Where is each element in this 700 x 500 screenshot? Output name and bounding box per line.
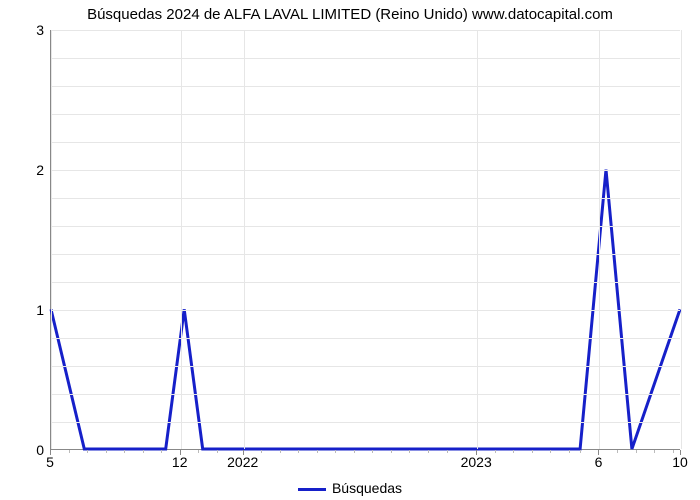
gridline-h-minor (51, 254, 680, 255)
x-tick-minor (673, 450, 674, 453)
x-tick-minor (532, 450, 533, 453)
x-tick-minor (124, 450, 125, 453)
x-tick-label: 2023 (461, 454, 492, 470)
x-tick-minor (217, 450, 218, 453)
gridline-v (681, 30, 682, 449)
legend: Búsquedas (0, 480, 700, 496)
x-tick-minor (69, 450, 70, 453)
x-tick-minor (372, 450, 373, 453)
y-tick-label: 1 (4, 302, 44, 318)
legend-label: Búsquedas (332, 480, 402, 496)
x-tick-minor (280, 450, 281, 453)
y-tick-label: 2 (4, 162, 44, 178)
legend-swatch (298, 488, 326, 491)
gridline-h-minor (51, 282, 680, 283)
gridline-v (477, 30, 478, 449)
x-tick-minor (261, 450, 262, 453)
gridline-h-minor (51, 422, 680, 423)
line-series (51, 30, 680, 449)
x-tick-minor (617, 450, 618, 453)
x-tick-minor (298, 450, 299, 453)
x-tick-minor (354, 450, 355, 453)
x-tick-minor (513, 450, 514, 453)
gridline-v (599, 30, 600, 449)
x-tick-minor (391, 450, 392, 453)
x-tick-minor (580, 450, 581, 453)
x-tick-minor (654, 450, 655, 453)
x-tick-minor (447, 450, 448, 453)
x-tick-minor (87, 450, 88, 453)
gridline-h-minor (51, 142, 680, 143)
gridline-h (51, 310, 680, 311)
x-tick-minor (428, 450, 429, 453)
x-tick-minor (335, 450, 336, 453)
x-tick-minor (198, 450, 199, 453)
x-tick-label: 6 (595, 454, 603, 470)
plot-area (50, 30, 680, 450)
x-tick-label: 5 (46, 454, 54, 470)
x-tick-minor (143, 450, 144, 453)
gridline-h-minor (51, 86, 680, 87)
x-tick-label: 10 (672, 454, 688, 470)
gridline-h-minor (51, 198, 680, 199)
x-tick-minor (106, 450, 107, 453)
gridline-v (181, 30, 182, 449)
y-tick-label: 3 (4, 22, 44, 38)
x-tick-minor (409, 450, 410, 453)
gridline-h (51, 170, 680, 171)
gridline-h-minor (51, 338, 680, 339)
x-tick-minor (161, 450, 162, 453)
gridline-v (51, 30, 52, 449)
gridline-h-minor (51, 114, 680, 115)
gridline-h-minor (51, 366, 680, 367)
x-tick-minor (550, 450, 551, 453)
gridline-h-minor (51, 394, 680, 395)
y-tick-label: 0 (4, 442, 44, 458)
gridline-h-minor (51, 58, 680, 59)
gridline-v (244, 30, 245, 449)
x-tick-minor (495, 450, 496, 453)
chart-container: Búsquedas 2024 de ALFA LAVAL LIMITED (Re… (0, 0, 700, 500)
x-tick-label: 12 (172, 454, 188, 470)
chart-title: Búsquedas 2024 de ALFA LAVAL LIMITED (Re… (0, 6, 700, 23)
x-tick-minor (317, 450, 318, 453)
x-tick-label: 2022 (227, 454, 258, 470)
gridline-h (51, 30, 680, 31)
gridline-h-minor (51, 226, 680, 227)
x-tick-minor (569, 450, 570, 453)
x-tick-minor (636, 450, 637, 453)
